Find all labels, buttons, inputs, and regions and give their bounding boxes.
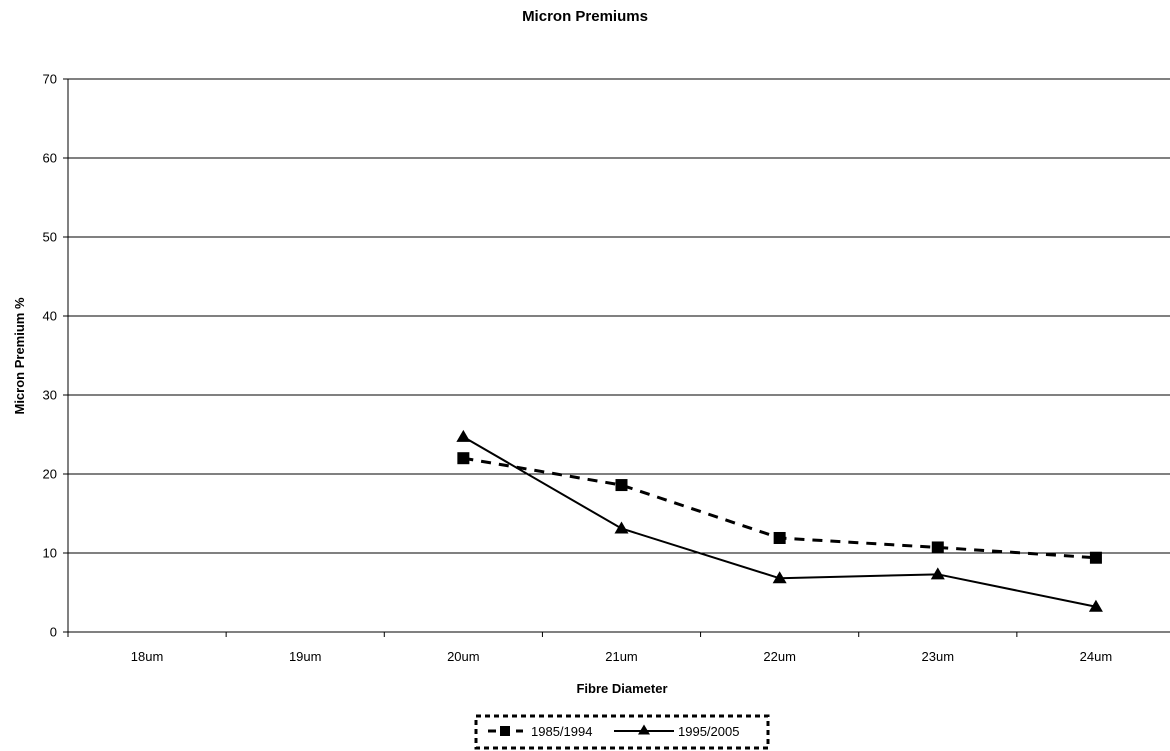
y-tick-label: 50 — [43, 230, 57, 245]
data-point-square — [1089, 551, 1102, 564]
series-lines — [456, 429, 1103, 612]
y-tick-label: 20 — [43, 467, 57, 482]
y-tick-label: 60 — [43, 151, 57, 166]
data-point-triangle — [456, 429, 471, 442]
y-tick-label: 0 — [50, 625, 57, 640]
data-point-triangle — [1088, 599, 1103, 612]
data-point-square — [615, 479, 628, 492]
x-tick-label: 21um — [605, 649, 638, 664]
y-tick-label: 40 — [43, 309, 57, 324]
x-axis-label: Fibre Diameter — [576, 681, 667, 696]
x-tick-label: 20um — [447, 649, 480, 664]
legend-box — [474, 714, 770, 750]
x-axis: 18um 19um 20um 21um 22um 23um 24um — [67, 631, 1170, 664]
y-axis-label: Micron Premium % — [12, 297, 27, 414]
x-tick-label: 22um — [763, 649, 796, 664]
data-point-square — [931, 541, 944, 554]
legend-label-1985-1994: 1985/1994 — [531, 724, 592, 739]
y-axis: 0 10 20 30 40 50 60 70 — [43, 72, 69, 640]
chart-title: Micron Premiums — [522, 8, 648, 25]
y-tick-label: 70 — [43, 72, 57, 87]
y-tick-label: 30 — [43, 388, 57, 403]
data-point-triangle — [772, 571, 787, 584]
legend: 1985/1994 1995/2005 — [474, 714, 770, 750]
legend-marker-1995-2005 — [638, 724, 650, 735]
data-point-square — [773, 531, 786, 544]
x-tick-label: 19um — [289, 649, 322, 664]
data-point-triangle — [930, 567, 945, 580]
x-tick-label: 23um — [922, 649, 955, 664]
y-tick-label: 10 — [43, 546, 57, 561]
x-tick-label: 24um — [1080, 649, 1113, 664]
legend-marker-1985-1994 — [500, 726, 510, 736]
x-tick-label: 18um — [131, 649, 164, 664]
legend-label-1995-2005: 1995/2005 — [678, 724, 739, 739]
gridlines — [68, 78, 1170, 554]
data-point-square — [457, 452, 470, 465]
data-point-triangle — [614, 521, 629, 534]
